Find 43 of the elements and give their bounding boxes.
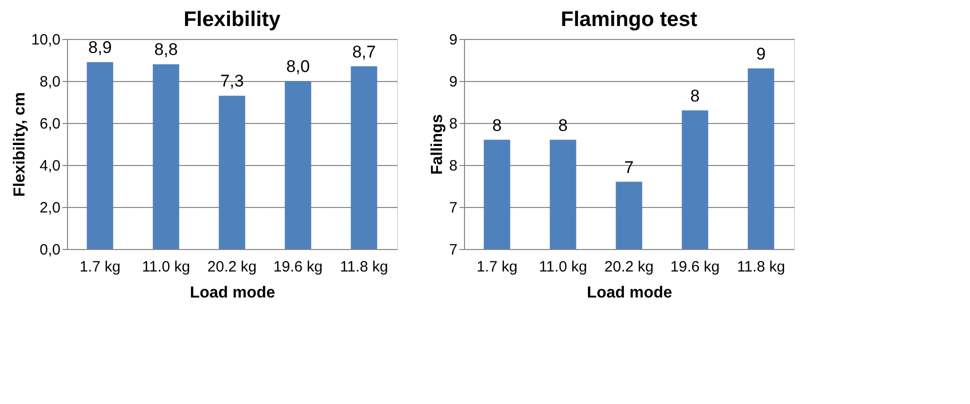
x-axis-title: Load mode bbox=[190, 284, 276, 302]
x-tick-label: 20.2 kg bbox=[604, 258, 654, 276]
y-tick-label: 2,0 bbox=[40, 200, 60, 216]
data-label: 8,8 bbox=[154, 40, 178, 60]
y-axis-title: Flexibility, cm bbox=[11, 92, 28, 197]
x-tick-label: 11.0 kg bbox=[538, 258, 588, 276]
x-tick-label: 11.8 kg bbox=[736, 258, 786, 276]
data-label: 8 bbox=[558, 116, 568, 135]
bar bbox=[284, 81, 312, 249]
chart-title: Flamingo test bbox=[560, 8, 698, 31]
data-label: 8,9 bbox=[88, 38, 112, 58]
y-tick-label: 9 bbox=[449, 32, 458, 48]
data-label: 8 bbox=[690, 86, 700, 106]
data-label: 8 bbox=[492, 116, 502, 135]
y-tick-label: 10,0 bbox=[31, 32, 60, 48]
x-tick-label: 20.2 kg bbox=[207, 258, 257, 276]
x-tick-label: 1.7 kg bbox=[476, 258, 518, 276]
bar bbox=[152, 64, 180, 249]
data-label: 8,0 bbox=[286, 57, 310, 76]
data-label: 9 bbox=[756, 44, 766, 64]
x-axis-title: Load mode bbox=[586, 284, 672, 302]
bar bbox=[218, 96, 246, 249]
y-tick-label: 6,0 bbox=[40, 116, 60, 132]
data-label: 7 bbox=[624, 158, 634, 177]
data-label: 8,7 bbox=[352, 42, 376, 62]
x-tick-label: 19.6 kg bbox=[273, 258, 323, 276]
y-tick-label: 8,0 bbox=[40, 74, 60, 90]
y-tick-label: 8 bbox=[449, 116, 458, 132]
chart-title: Flexibility bbox=[184, 8, 281, 31]
x-tick-label: 11.8 kg bbox=[340, 258, 388, 276]
bar bbox=[86, 62, 114, 249]
y-tick-label: 0,0 bbox=[40, 242, 60, 258]
bar bbox=[350, 66, 378, 249]
y-tick-label: 8 bbox=[449, 158, 458, 174]
x-tick-label: 11.0 kg bbox=[142, 258, 190, 276]
x-tick-label: 19.6 kg bbox=[670, 258, 720, 276]
y-tick-label: 7 bbox=[449, 200, 458, 216]
y-axis-title: Fallings bbox=[429, 114, 446, 175]
y-tick-label: 7 bbox=[449, 242, 458, 258]
x-tick-label: 1.7 kg bbox=[80, 258, 120, 276]
y-tick-label: 9 bbox=[449, 74, 458, 90]
data-label: 7,3 bbox=[220, 72, 244, 91]
y-tick-label: 4,0 bbox=[40, 158, 60, 174]
